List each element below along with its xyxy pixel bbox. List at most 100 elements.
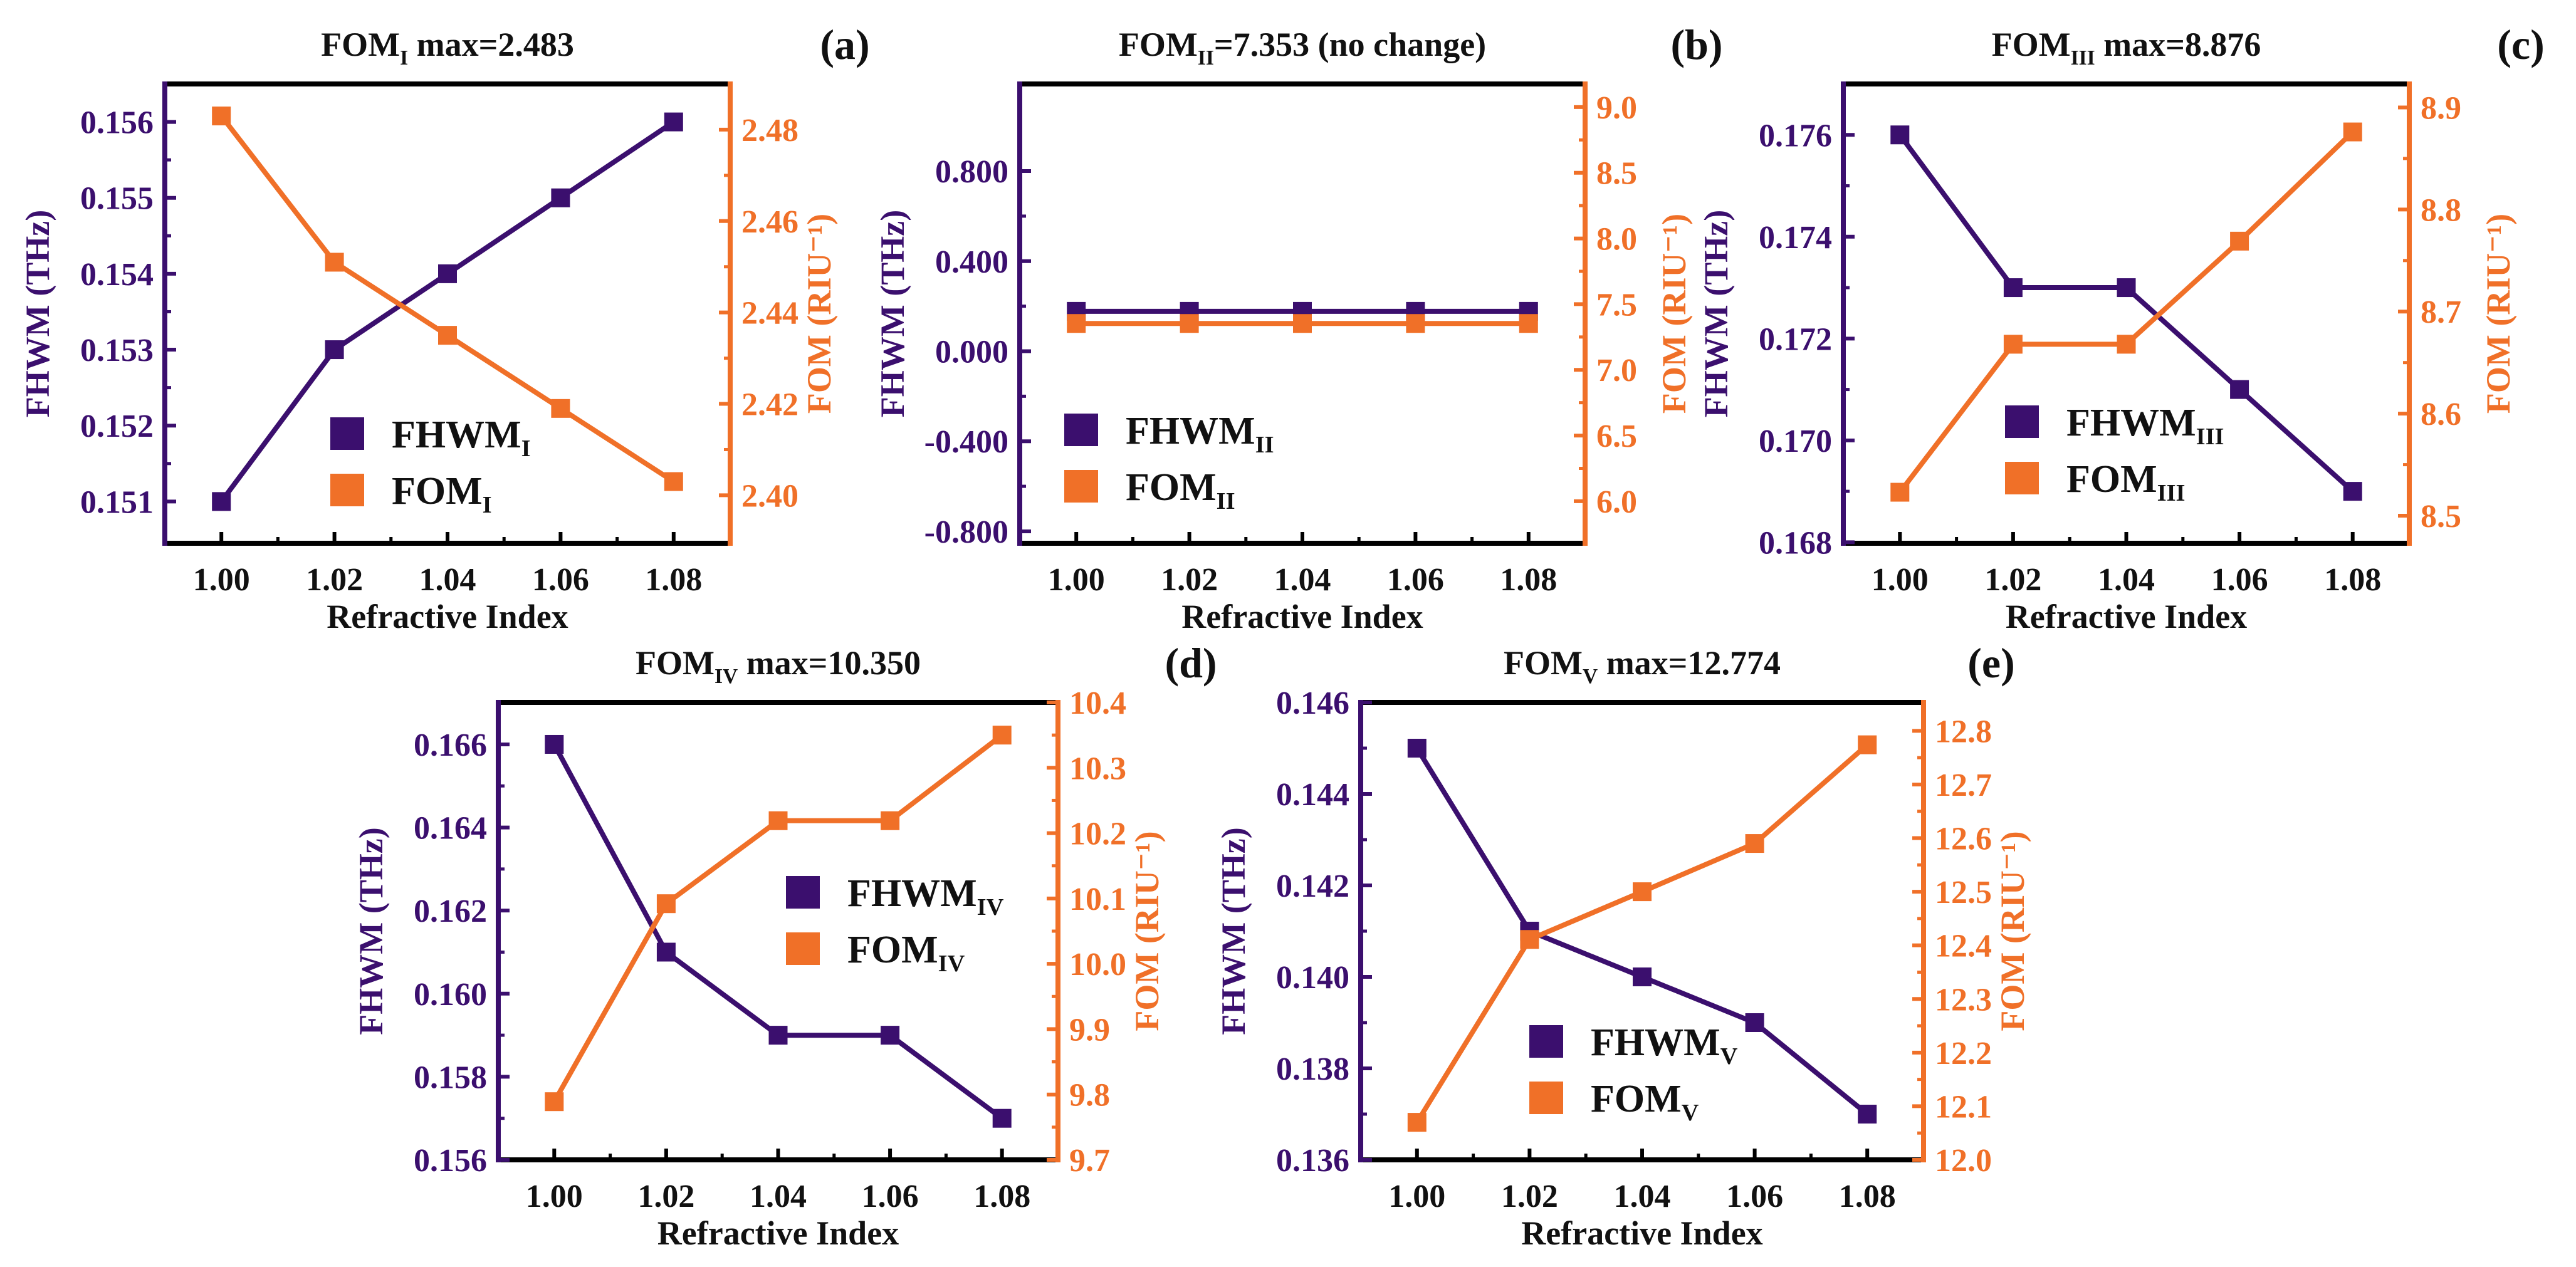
panel-title: FOMIV max=10.350	[636, 644, 921, 688]
legend-label-fhwm-sub: II	[1255, 432, 1274, 458]
legend-swatch-fom	[1064, 470, 1098, 503]
y-tick-label-right: 2.46	[741, 204, 798, 240]
y-tick-label-right: 8.5	[2421, 499, 2461, 534]
x-tick-label: 1.00	[1048, 562, 1105, 598]
y-tick-label-right: 10.3	[1069, 751, 1126, 786]
y-tick-label-left: 0.166	[414, 727, 487, 763]
fom-marker	[1745, 834, 1764, 853]
panel-b: FOMII=7.353 (no change) (b)1.00 1.02 1.04 1.…	[874, 21, 1723, 635]
panel-title-main: FOM	[321, 26, 400, 63]
x-tick-label: 1.06	[862, 1179, 919, 1214]
x-axis-label: Refractive Index	[327, 598, 568, 635]
fhwm-marker	[1890, 125, 1910, 145]
y-tick-label-left: 0.172	[1759, 321, 1832, 357]
panel-title-main: FOM	[636, 644, 715, 682]
x-axis-label: Refractive Index	[1521, 1214, 1762, 1252]
legend-swatch-fhwm	[1529, 1025, 1563, 1058]
x-tick-label: 1.02	[1161, 562, 1218, 598]
y-tick-label-right: 10.0	[1069, 947, 1126, 983]
y-axis-label-left: FHWM (THz)	[874, 210, 911, 417]
fhwm-marker	[212, 492, 231, 511]
x-tick-label: 1.06	[1387, 562, 1444, 598]
x-axis-label: Refractive Index	[1181, 598, 1423, 635]
fhwm-marker	[545, 734, 564, 754]
fom-marker	[768, 811, 788, 830]
legend-label-fhwm-sub: V	[1720, 1043, 1738, 1070]
y-tick-label-right: 7.0	[1596, 353, 1637, 388]
y-tick-label-right: 12.6	[1935, 821, 1992, 857]
fom-marker	[212, 107, 231, 126]
x-axis-label: Refractive Index	[2006, 598, 2247, 635]
panel-title-rest: max=10.350	[738, 644, 921, 682]
fhwm-marker	[2003, 278, 2023, 298]
y-axis-label-right: FOM (RIU⁻¹)	[1994, 831, 2031, 1031]
y-tick-label-right: 7.5	[1596, 287, 1637, 323]
legend-label-fhwm-sub: III	[2196, 424, 2224, 450]
legend-label-fom-main: FOM	[1591, 1078, 1682, 1120]
fom-line	[1415, 743, 1869, 1124]
y-tick-label-left: 0.164	[414, 811, 487, 847]
fhwm-marker	[551, 188, 570, 207]
fom-marker	[1067, 314, 1086, 333]
fom-marker	[656, 894, 676, 914]
x-tick-label: 1.02	[306, 562, 363, 598]
y-tick-label-right: 6.5	[1596, 419, 1637, 454]
fhwm-marker	[1745, 1013, 1764, 1032]
panel-title-rest: max=8.876	[2095, 26, 2261, 63]
x-tick-label: 1.00	[1388, 1179, 1445, 1214]
fhwm-marker	[2343, 482, 2362, 501]
y-axis-label-left: FHWM (THz)	[1697, 210, 1735, 417]
x-tick-label: 1.08	[973, 1179, 1030, 1214]
fhwm-marker	[992, 1108, 1012, 1128]
y-tick-label-right: 8.6	[2421, 397, 2461, 432]
y-tick-label-right: 12.8	[1935, 714, 1992, 749]
panel-e: FOMV max=12.774 (e)1.00 1.02 1.04 1.06 1.08Re…	[1215, 639, 2031, 1252]
y-tick-label-left: 0.144	[1276, 777, 1349, 813]
legend-label-fhwm-main: FHWM	[1591, 1021, 1720, 1064]
legend-label-fom-sub: I	[483, 492, 492, 518]
legend-label-fom-sub: V	[1682, 1100, 1699, 1126]
y-tick-label-left: -0.400	[924, 424, 1008, 460]
fom-marker	[1633, 882, 1652, 902]
legend-label-fom-sub: IV	[938, 951, 965, 977]
y-tick-label-right: 6.0	[1596, 484, 1637, 520]
y-tick-label-right: 10.2	[1069, 816, 1126, 852]
panel-title-sub: III	[2071, 46, 2095, 70]
x-tick-label: 1.06	[1726, 1179, 1783, 1214]
legend-label-fom: FOMIV	[847, 929, 965, 977]
y-tick-label-left: 0.138	[1276, 1051, 1349, 1087]
fom-marker	[1520, 930, 1539, 949]
legend-swatch-fom	[2005, 462, 2039, 494]
y-tick-label-left: 0.152	[80, 409, 154, 444]
y-tick-label-left: 0.154	[80, 257, 154, 293]
x-tick-label: 1.08	[1500, 562, 1557, 598]
legend-label-fhwm-main: FHWM	[1126, 410, 1255, 452]
legend-label-fhwm-main: FHWM	[392, 414, 521, 456]
panel-letter: (a)	[820, 21, 869, 68]
fhwm-marker	[656, 942, 676, 962]
legend-swatch-fhwm	[330, 417, 364, 450]
y-tick-label-right: 2.42	[741, 387, 798, 423]
y-tick-label-left: 0.170	[1759, 424, 1832, 459]
fhwm-marker	[2117, 278, 2136, 298]
fhwm-marker	[1407, 739, 1427, 758]
x-tick-label: 1.08	[2324, 562, 2381, 598]
y-tick-label-left: 0.156	[414, 1143, 487, 1179]
panel-title: FOMI max=2.483	[321, 26, 574, 70]
legend-label-fom-main: FOM	[847, 929, 938, 971]
panel-letter: (c)	[2497, 21, 2544, 68]
y-tick-label-left: 0.156	[80, 105, 154, 141]
y-tick-label-left: 0.153	[80, 333, 154, 368]
legend-label-fhwm: FHWMV	[1591, 1021, 1738, 1070]
panel-letter: (b)	[1670, 21, 1722, 68]
legend-label-fhwm-main: FHWM	[2066, 402, 2196, 444]
y-tick-label-left: 0.151	[80, 484, 154, 520]
y-tick-label-left: 0.160	[414, 977, 487, 1013]
y-tick-label-left: 0.140	[1276, 960, 1349, 996]
fom-marker	[664, 472, 683, 491]
y-tick-label-right: 8.9	[2421, 90, 2461, 126]
y-tick-label-right: 9.9	[1069, 1012, 1110, 1048]
y-tick-label-right: 8.7	[2421, 295, 2461, 330]
fom-marker	[2117, 335, 2136, 354]
panel-title-sub: I	[400, 46, 408, 70]
